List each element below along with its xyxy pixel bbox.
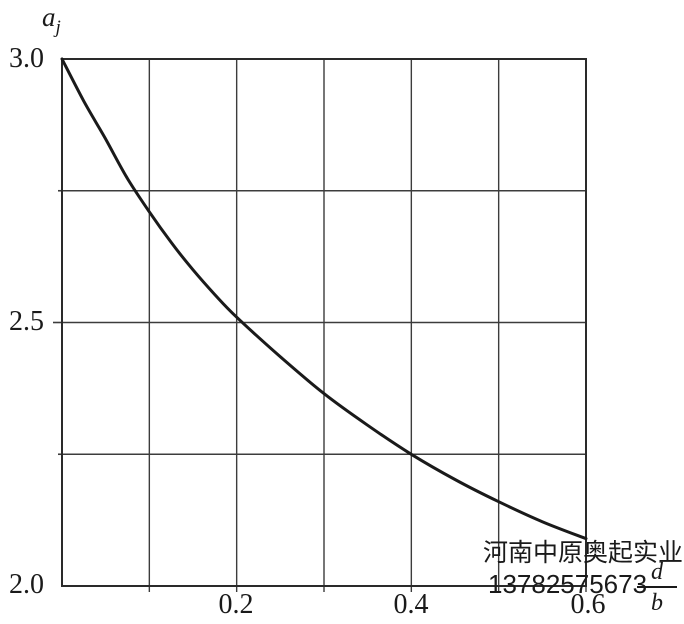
watermark-company-name: 河南中原奥起实业 [483, 539, 684, 567]
xtick-label-0.6: 0.6 [570, 589, 606, 620]
data-curve [60, 57, 588, 541]
x-axis-title-fraction: d b [637, 560, 677, 615]
xtick-label-0.4: 0.4 [393, 589, 429, 620]
xtick-label-0.2: 0.2 [218, 589, 254, 620]
y-axis-title: aj [42, 2, 61, 38]
plot-border [61, 58, 587, 587]
ytick-label-2.0: 2.0 [9, 569, 44, 600]
y-axis-title-subscript: j [55, 17, 61, 38]
watermark-phone-number: 13782575673 [488, 569, 648, 599]
y-axis-title-base: a [42, 2, 56, 32]
x-axis-fraction-denominator: b [651, 590, 663, 616]
x-axis-fraction-numerator: d [637, 560, 677, 588]
ytick-label-2.5: 2.5 [9, 306, 44, 337]
ytick-label-3.0: 3.0 [9, 43, 44, 74]
